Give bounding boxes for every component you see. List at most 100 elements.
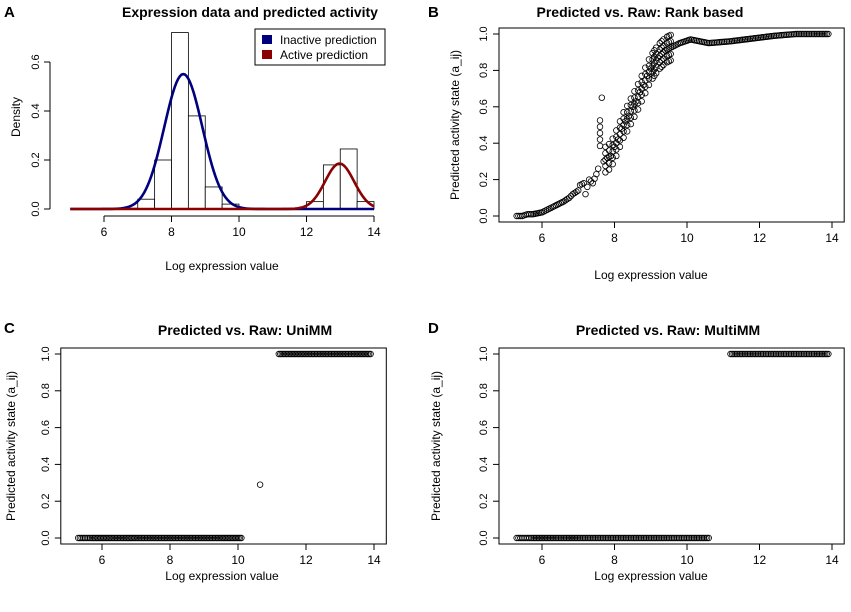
b-data-point xyxy=(818,30,826,38)
c-y-tick-label: 1.0 xyxy=(40,346,52,361)
d-data-point xyxy=(640,534,648,542)
d-data-point xyxy=(782,350,790,358)
c-data-point xyxy=(305,350,313,358)
c-data-point xyxy=(183,534,191,542)
d-data-point xyxy=(527,534,535,542)
d-data-point xyxy=(777,350,785,358)
d-y-tick-label: 0.4 xyxy=(478,457,490,472)
b-data-point xyxy=(667,38,674,45)
d-data-point xyxy=(557,534,565,542)
c-data-point xyxy=(81,534,89,542)
b-data-point xyxy=(667,31,674,39)
panel-label-a: A xyxy=(4,4,15,21)
d-data-point xyxy=(769,350,776,358)
a-x-tick-label: 8 xyxy=(168,225,175,239)
y-axis-label-d: Predicted activity state (a_ij) xyxy=(429,371,443,521)
d-data-point xyxy=(537,534,544,542)
d-data-point xyxy=(589,534,597,542)
b-data-point xyxy=(642,70,649,78)
histogram-bar xyxy=(137,198,156,210)
panel-label-b: B xyxy=(428,4,439,21)
d-data-point xyxy=(800,350,808,358)
c-data-point xyxy=(179,534,186,542)
c-data-point xyxy=(142,534,149,542)
b-y-tick-label: 0.8 xyxy=(478,63,490,78)
d-data-point xyxy=(772,350,780,358)
d-data-point xyxy=(674,534,681,542)
b-data-point xyxy=(623,128,631,135)
d-data-point xyxy=(794,350,801,358)
c-data-point xyxy=(346,350,353,358)
b-data-point xyxy=(825,30,832,38)
c-data-point xyxy=(308,350,316,358)
d-data-point xyxy=(621,534,628,542)
d-data-point xyxy=(781,350,788,358)
b-data-point xyxy=(593,170,600,178)
c-data-point xyxy=(342,350,350,358)
d-data-point xyxy=(660,534,668,542)
d-data-point xyxy=(802,350,809,358)
b-data-point xyxy=(526,210,533,218)
b-data-point xyxy=(620,121,627,129)
d-data-point xyxy=(534,534,541,542)
d-data-point xyxy=(554,534,561,542)
b-data-point xyxy=(596,117,604,124)
d-data-point xyxy=(622,534,630,542)
d-data-point xyxy=(820,350,827,358)
a-x-tick-label: 6 xyxy=(101,225,108,239)
d-data-point xyxy=(759,350,766,358)
d-data-point xyxy=(675,534,683,542)
d-data-point xyxy=(654,534,661,542)
d-data-point xyxy=(687,534,694,542)
b-data-point xyxy=(805,30,813,38)
d-data-point xyxy=(694,534,701,542)
b-data-point xyxy=(812,30,819,38)
d-data-point xyxy=(757,350,765,358)
d-data-point xyxy=(818,350,826,358)
d-data-point xyxy=(576,534,584,542)
b-data-point xyxy=(820,30,827,38)
d-data-point xyxy=(787,350,795,358)
b-data-point xyxy=(613,127,620,134)
d-data-point xyxy=(538,534,546,542)
d-data-point xyxy=(669,534,676,542)
b-data-point xyxy=(815,30,822,38)
d-data-point xyxy=(532,534,539,542)
d-data-point xyxy=(524,534,531,542)
d-data-point xyxy=(586,534,593,542)
d-data-point xyxy=(549,534,557,542)
d-data-point xyxy=(817,350,824,358)
d-data-point xyxy=(526,534,533,542)
b-y-tick-label: 0.0 xyxy=(478,208,490,223)
d-data-point xyxy=(649,534,656,542)
b-data-point xyxy=(652,69,660,77)
d-data-point xyxy=(728,350,736,358)
d-x-tick-label: 8 xyxy=(611,553,618,567)
c-y-tick-label: 0.8 xyxy=(40,383,52,398)
b-x-tick-label: 12 xyxy=(753,231,767,245)
d-data-point xyxy=(753,350,760,358)
chart-title-a: Expression data and predicted activity xyxy=(122,4,378,20)
b-data-point xyxy=(638,91,645,99)
d-data-point xyxy=(741,350,749,358)
d-data-point xyxy=(767,350,775,358)
d-data-point xyxy=(531,534,538,542)
c-data-point xyxy=(189,534,197,542)
d-data-point xyxy=(631,534,638,542)
d-data-point xyxy=(679,534,686,542)
d-x-tick-label: 6 xyxy=(539,553,546,567)
d-data-point xyxy=(535,534,543,542)
c-data-point xyxy=(315,350,322,358)
d-data-point xyxy=(609,534,617,542)
c-data-point xyxy=(196,534,203,542)
c-data-point xyxy=(206,534,214,542)
c-y-tick-label: 0.6 xyxy=(40,420,52,435)
d-data-point xyxy=(799,350,806,358)
d-data-point xyxy=(809,350,816,358)
d-y-tick-label: 0.8 xyxy=(478,383,490,398)
d-data-point xyxy=(825,350,832,358)
b-data-point xyxy=(809,30,816,38)
b-data-point xyxy=(794,30,801,38)
b-data-point xyxy=(645,75,653,82)
x-axis-label-c: Log expression value xyxy=(165,569,279,583)
